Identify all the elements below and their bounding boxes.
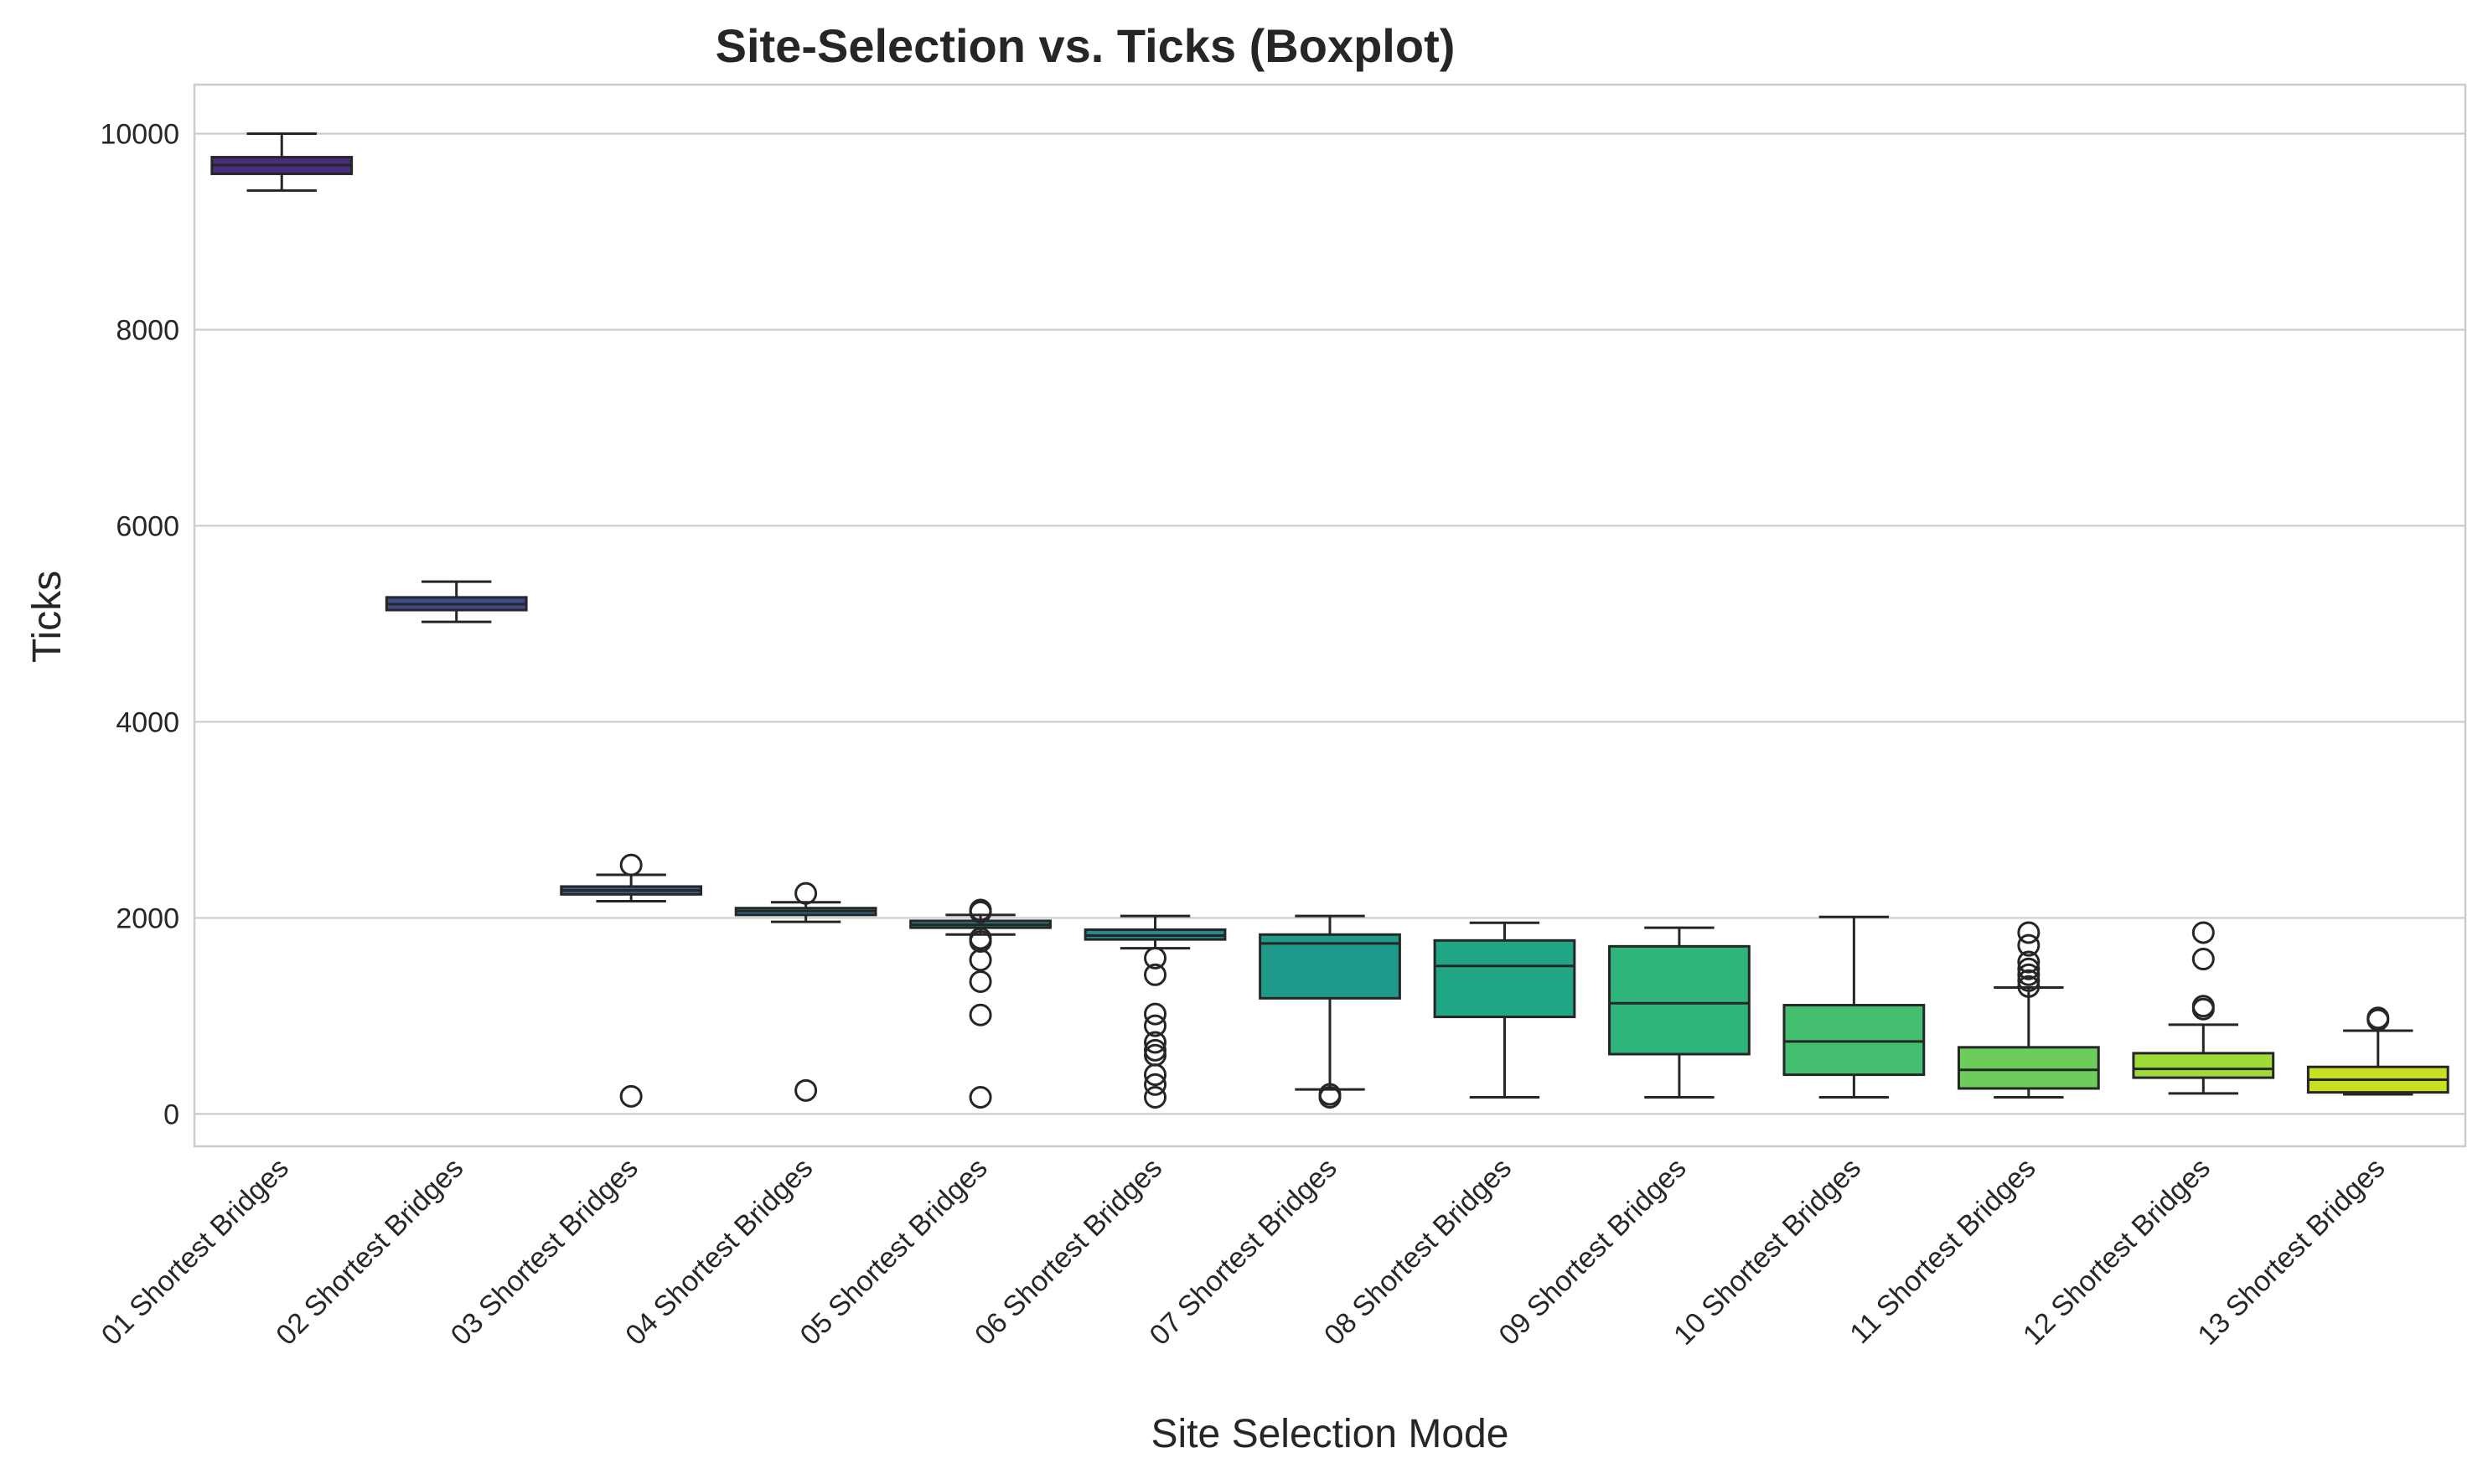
box-02 <box>385 580 528 623</box>
plot-frame <box>193 83 2467 1148</box>
x-tick-label: 05 Shortest Bridges <box>794 1152 994 1352</box>
x-tick-label: 06 Shortest Bridges <box>969 1152 1168 1352</box>
outlier-point <box>1144 1002 1167 1026</box>
outlier-point <box>2191 921 2215 944</box>
outlier-point <box>2017 957 2041 980</box>
outlier-point <box>969 970 992 993</box>
outlier-point <box>2017 921 2041 944</box>
y-tick-label: 0 <box>163 1099 179 1130</box>
x-tick-label: 12 Shortest Bridges <box>2017 1152 2216 1352</box>
x-tick-label: 08 Shortest Bridges <box>1318 1152 1518 1352</box>
y-axis-ticks: 0 2000 4000 6000 8000 10000 <box>100 118 179 1130</box>
x-tick-label: 02 Shortest Bridges <box>270 1152 469 1352</box>
outlier-point <box>969 1003 992 1026</box>
outlier-point <box>619 1084 643 1108</box>
box-13 <box>2306 1006 2449 1096</box>
y-tick-label: 4000 <box>116 706 179 738</box>
outlier-point <box>2017 969 2041 992</box>
box-08 <box>1433 921 1576 1099</box>
x-axis-label: Site Selection Mode <box>1151 1412 1509 1456</box>
box-07 <box>1259 914 1401 1109</box>
outlier-point <box>969 1086 992 1109</box>
y-tick-label: 10000 <box>100 118 179 150</box>
outlier-point <box>2017 950 2041 974</box>
y-tick-label: 2000 <box>116 902 179 934</box>
box-09 <box>1608 926 1751 1099</box>
box-03 <box>560 853 703 1108</box>
outlier-point <box>2017 975 2041 998</box>
x-tick-label: 11 Shortest Bridges <box>1844 1152 2041 1350</box>
iqr-box <box>1433 938 1576 1019</box>
outlier-point <box>1144 1063 1167 1087</box>
iqr-box <box>1957 1046 2100 1090</box>
box-11 <box>1957 921 2100 1099</box>
box-06 <box>1084 914 1227 1109</box>
outlier-point <box>619 853 643 876</box>
iqr-box <box>1259 933 1401 1000</box>
box-12 <box>2132 921 2275 1095</box>
box-05 <box>909 898 1052 1109</box>
y-axis-label: Ticks <box>25 571 70 663</box>
outlier-point <box>969 900 992 923</box>
outlier-point <box>1144 963 1167 986</box>
outlier-point <box>2191 948 2215 971</box>
outlier-point <box>1318 1086 1342 1109</box>
outlier-point <box>794 882 818 905</box>
outlier-point <box>969 949 992 972</box>
box-01 <box>210 132 354 192</box>
chart-title: Site-Selection vs. Ticks (Boxplot) <box>716 19 1456 72</box>
outlier-point <box>1144 1014 1167 1037</box>
outlier-point <box>2366 1008 2390 1032</box>
box-10 <box>1782 915 1926 1099</box>
outlier-point <box>2017 933 2041 957</box>
outlier-point <box>1144 1031 1167 1054</box>
box-04 <box>734 882 877 1102</box>
x-tick-label: 09 Shortest Bridges <box>1493 1152 1693 1352</box>
outlier-point <box>1144 1073 1167 1096</box>
y-tick-label: 6000 <box>116 510 179 542</box>
x-tick-label: 10 Shortest Bridges <box>1668 1152 1867 1352</box>
x-tick-label: 13 Shortest Bridges <box>2191 1152 2391 1352</box>
outlier-point <box>969 929 992 953</box>
outlier-point <box>1144 1086 1167 1109</box>
x-tick-label: 01 Shortest Bridges <box>96 1152 295 1352</box>
y-tick-label: 8000 <box>116 314 179 346</box>
iqr-box <box>1782 1004 1926 1077</box>
x-tick-label: 03 Shortest Bridges <box>445 1152 644 1352</box>
outlier-point <box>1144 946 1167 970</box>
iqr-box <box>1608 944 1751 1056</box>
outlier-point <box>2017 963 2041 986</box>
x-tick-label: 04 Shortest Bridges <box>619 1152 819 1352</box>
box-series <box>210 132 2449 1109</box>
outlier-point <box>794 1078 818 1102</box>
x-tick-label: 07 Shortest Bridges <box>1144 1152 1343 1352</box>
outlier-point <box>2191 997 2215 1021</box>
iqr-box <box>2132 1052 2275 1079</box>
